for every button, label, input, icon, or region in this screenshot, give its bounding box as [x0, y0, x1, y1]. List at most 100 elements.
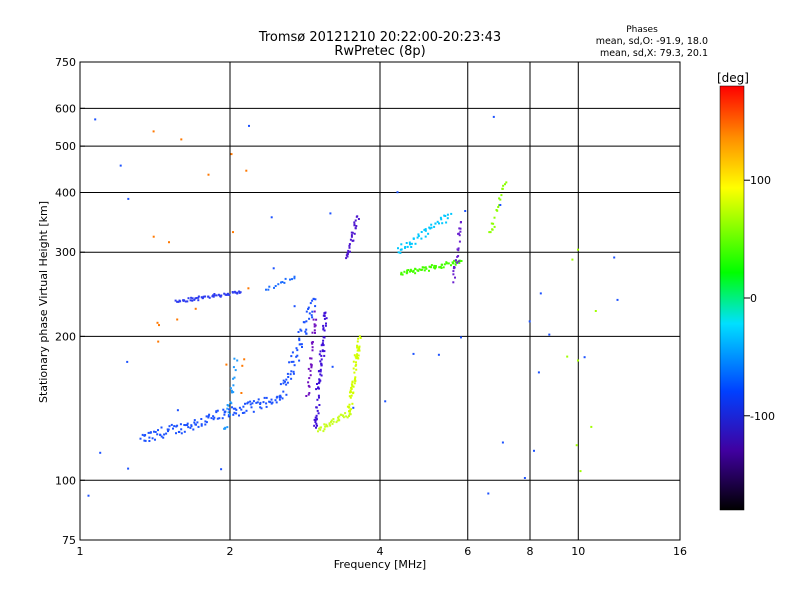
data-point — [322, 339, 325, 342]
data-point — [319, 379, 321, 382]
data-point — [255, 401, 258, 404]
data-point — [213, 294, 216, 297]
data-point — [313, 323, 316, 326]
data-point — [410, 246, 413, 248]
data-point — [227, 404, 230, 407]
x-tick-label: 1 — [77, 545, 84, 558]
data-point — [418, 268, 421, 271]
data-point — [314, 298, 317, 301]
data-point — [324, 425, 327, 428]
data-point — [231, 291, 234, 293]
data-point — [212, 295, 215, 298]
data-point — [289, 373, 292, 376]
data-point — [315, 422, 318, 425]
data-point — [193, 298, 196, 301]
data-point — [433, 225, 436, 228]
stats-line-x: mean, sd,X: 79.3, 20.1 — [600, 48, 708, 59]
data-point — [443, 214, 446, 217]
data-point — [197, 425, 200, 428]
data-point — [323, 329, 326, 332]
data-point — [353, 354, 356, 357]
data-point — [345, 257, 348, 260]
data-point — [282, 382, 285, 385]
data-point — [289, 278, 291, 281]
data-point — [247, 401, 250, 404]
data-point — [230, 389, 233, 392]
data-point — [352, 360, 355, 363]
data-point — [404, 246, 407, 248]
data-point — [197, 296, 200, 299]
data-point — [195, 423, 197, 426]
data-point — [452, 273, 455, 276]
data-point — [346, 255, 349, 258]
data-point — [207, 416, 210, 419]
data-point — [281, 281, 284, 283]
data-point — [143, 434, 146, 437]
data-point — [295, 355, 298, 358]
data-point — [358, 349, 361, 352]
data-point — [313, 424, 316, 427]
data-point — [234, 407, 237, 410]
x-tick-label: 4 — [377, 545, 384, 558]
data-point — [305, 320, 308, 323]
data-point — [160, 435, 163, 438]
colorbar-ticks: 100 0 -100 — [744, 174, 775, 423]
data-point — [179, 300, 182, 303]
data-point — [314, 305, 317, 308]
data-point — [307, 381, 310, 384]
data-point — [208, 296, 211, 299]
data-point — [349, 238, 352, 241]
data-point — [230, 402, 233, 405]
data-point — [285, 383, 288, 386]
data-point — [318, 427, 321, 430]
data-point — [316, 424, 318, 427]
data-point — [326, 425, 329, 428]
data-point — [345, 415, 348, 418]
data-point — [439, 216, 442, 219]
data-point — [222, 408, 225, 411]
y-tick-label: 400 — [55, 186, 76, 199]
data-point — [187, 297, 190, 300]
data-point — [262, 401, 265, 404]
data-point — [410, 242, 413, 245]
data-point — [156, 321, 159, 324]
data-point — [321, 349, 324, 352]
data-point — [249, 403, 252, 406]
data-point — [265, 396, 268, 399]
data-point — [252, 400, 255, 403]
data-point — [290, 370, 293, 373]
data-point — [207, 173, 210, 176]
data-point — [286, 381, 289, 384]
data-point — [331, 365, 334, 368]
data-point — [349, 413, 352, 416]
data-point — [265, 405, 268, 408]
data-point — [227, 414, 230, 417]
data-point — [452, 262, 455, 265]
data-point — [350, 235, 353, 238]
data-point — [285, 393, 288, 396]
data-point — [354, 355, 357, 358]
data-point — [354, 219, 357, 222]
data-point — [268, 400, 271, 403]
data-point — [220, 294, 223, 297]
data-point — [259, 401, 262, 404]
data-point — [616, 298, 619, 301]
data-point — [224, 410, 227, 413]
data-point — [533, 449, 535, 452]
data-point — [353, 232, 356, 235]
data-point — [444, 215, 447, 217]
data-point — [312, 297, 315, 300]
colorbar-label: [deg] — [717, 71, 749, 85]
data-point — [99, 451, 102, 454]
data-point — [453, 266, 456, 269]
data-point — [177, 431, 180, 433]
data-point — [218, 417, 221, 420]
data-point — [307, 306, 310, 309]
data-point — [165, 432, 168, 435]
data-point — [357, 354, 360, 357]
y-tick-label: 500 — [55, 140, 76, 153]
x-axis-ticks: 1 2 4 6 8 10 16 — [77, 545, 688, 558]
data-point — [205, 421, 208, 424]
data-point — [157, 429, 159, 432]
